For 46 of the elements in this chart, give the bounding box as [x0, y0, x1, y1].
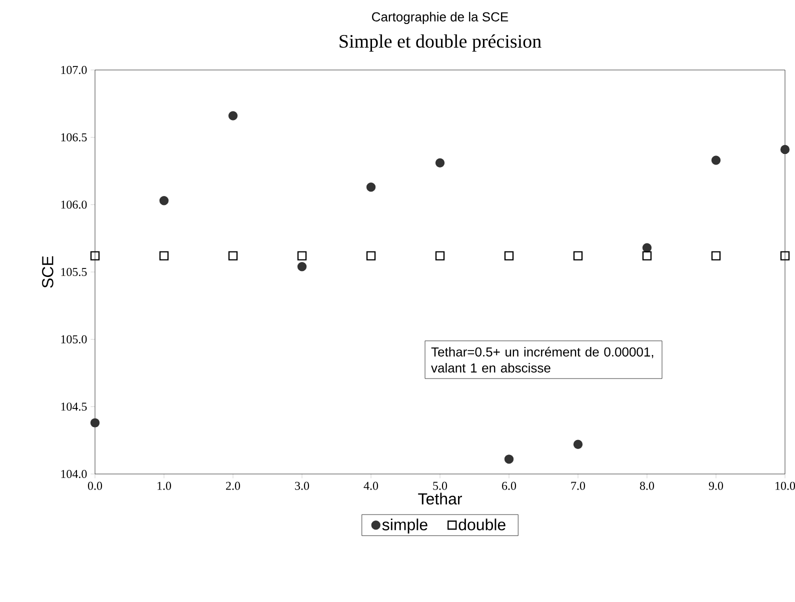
point	[228, 251, 238, 260]
x-tick-label: 5.0	[433, 482, 448, 490]
point	[90, 418, 100, 428]
chart-title: Cartographie de la SCE	[372, 12, 508, 24]
point	[159, 196, 169, 206]
point	[435, 251, 445, 260]
point	[159, 251, 169, 260]
annotation: Tethar=0.5+ un incrément de 0.00001, valant 1 en abscisse	[431, 346, 654, 373]
y-tick-label: 107.0	[61, 66, 87, 74]
y-tick-label: 104.0	[61, 470, 87, 478]
x-tick-label: 2.0	[226, 482, 240, 490]
point	[297, 251, 307, 260]
point	[297, 262, 307, 272]
legend-label: double	[458, 518, 506, 530]
point	[504, 251, 514, 260]
y-tick-label: 106.5	[61, 133, 87, 142]
y-tick-label: 105.5	[61, 268, 87, 276]
x-tick-label: 3.0	[295, 482, 310, 490]
legend-label: simple	[382, 518, 428, 534]
point	[711, 156, 721, 165]
x-tick-label: 9.0	[708, 482, 724, 490]
x-axis-title: Tethar	[418, 492, 462, 505]
point	[435, 158, 445, 168]
point	[573, 251, 583, 260]
x-tick-label: 4.0	[364, 482, 378, 490]
point	[642, 243, 652, 252]
point	[228, 111, 238, 120]
x-tick-label: 8.0	[640, 482, 654, 490]
point	[573, 440, 583, 449]
point	[780, 251, 790, 260]
x-tick-label: 10.0	[776, 482, 795, 490]
point	[90, 251, 100, 260]
point	[366, 182, 376, 192]
point	[366, 251, 376, 260]
y-tick-label: 106.0	[61, 200, 87, 209]
x-tick-label: 1.0	[158, 482, 172, 490]
y-axis-title: SCE	[42, 256, 54, 288]
y-tick-label: 104.5	[61, 402, 87, 411]
x-tick-label: 0.0	[88, 482, 102, 490]
chart-subtitle: Simple et double précision	[340, 34, 542, 52]
x-tick-label: 7.0	[571, 482, 586, 490]
point	[711, 251, 721, 260]
point	[504, 454, 514, 464]
point	[642, 251, 652, 260]
x-tick-label: 6.0	[502, 482, 516, 490]
y-tick-label: 105.0	[61, 335, 87, 344]
